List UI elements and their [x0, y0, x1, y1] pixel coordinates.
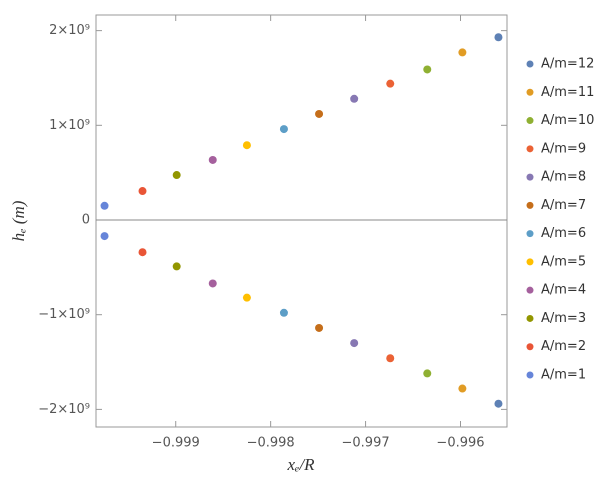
x-tick-label: −0.999	[152, 436, 200, 451]
legend-marker	[526, 201, 534, 209]
point	[423, 369, 432, 378]
legend-marker	[526, 343, 534, 351]
legend-text: A/m=9	[541, 141, 586, 156]
legend-marker	[526, 286, 534, 294]
legend-marker	[526, 117, 534, 125]
legend-text: A/m=1	[541, 368, 586, 383]
y-tick-label: 0	[82, 213, 90, 228]
point	[279, 125, 288, 134]
point	[315, 323, 324, 332]
legend-text: A/m=6	[541, 226, 586, 241]
point	[100, 201, 109, 210]
point	[386, 79, 395, 88]
y-tick-label: −2×10⁹	[38, 402, 90, 417]
point	[350, 339, 359, 348]
point	[172, 262, 181, 271]
point	[386, 354, 395, 363]
legend-marker	[526, 145, 534, 153]
x-axis-label: xₑ/R	[286, 455, 315, 474]
x-tick-label: −0.996	[436, 436, 484, 451]
legend-marker	[526, 258, 534, 266]
point	[494, 33, 503, 42]
point	[458, 48, 467, 57]
plot-frame	[95, 14, 508, 428]
point	[138, 187, 147, 196]
legend-marker	[526, 60, 534, 68]
point	[100, 232, 109, 241]
y-tick-label: 2×10⁹	[49, 23, 90, 38]
point	[172, 171, 181, 180]
y-axis-label: hₑ (m)	[9, 200, 28, 241]
legend-text: A/m=3	[541, 311, 586, 326]
legend-marker	[526, 230, 534, 238]
y-tick-label: −1×10⁹	[38, 307, 90, 322]
point	[208, 155, 217, 164]
legend-text: A/m=7	[541, 198, 586, 213]
point	[279, 308, 288, 317]
x-tick-label: −0.998	[247, 436, 295, 451]
legend-marker	[526, 88, 534, 96]
point	[350, 94, 359, 103]
legend-text: A/m=4	[541, 283, 586, 298]
legend-text: A/m=11	[541, 85, 594, 100]
point	[138, 248, 147, 257]
point	[315, 109, 324, 118]
point	[208, 279, 217, 288]
point	[242, 141, 251, 150]
legend-text: A/m=12	[541, 57, 594, 72]
point	[494, 399, 503, 408]
legend-text: A/m=8	[541, 170, 586, 185]
legend-text: A/m=10	[541, 113, 594, 128]
legend-marker	[526, 314, 534, 322]
point	[458, 384, 467, 393]
legend-marker	[526, 371, 534, 379]
y-tick-label: 1×10⁹	[49, 118, 90, 133]
x-tick-label: −0.997	[342, 436, 390, 451]
point	[242, 293, 251, 302]
legend-text: A/m=2	[541, 339, 586, 354]
point	[423, 65, 432, 74]
legend-text: A/m=5	[541, 254, 586, 269]
legend-marker	[526, 173, 534, 181]
